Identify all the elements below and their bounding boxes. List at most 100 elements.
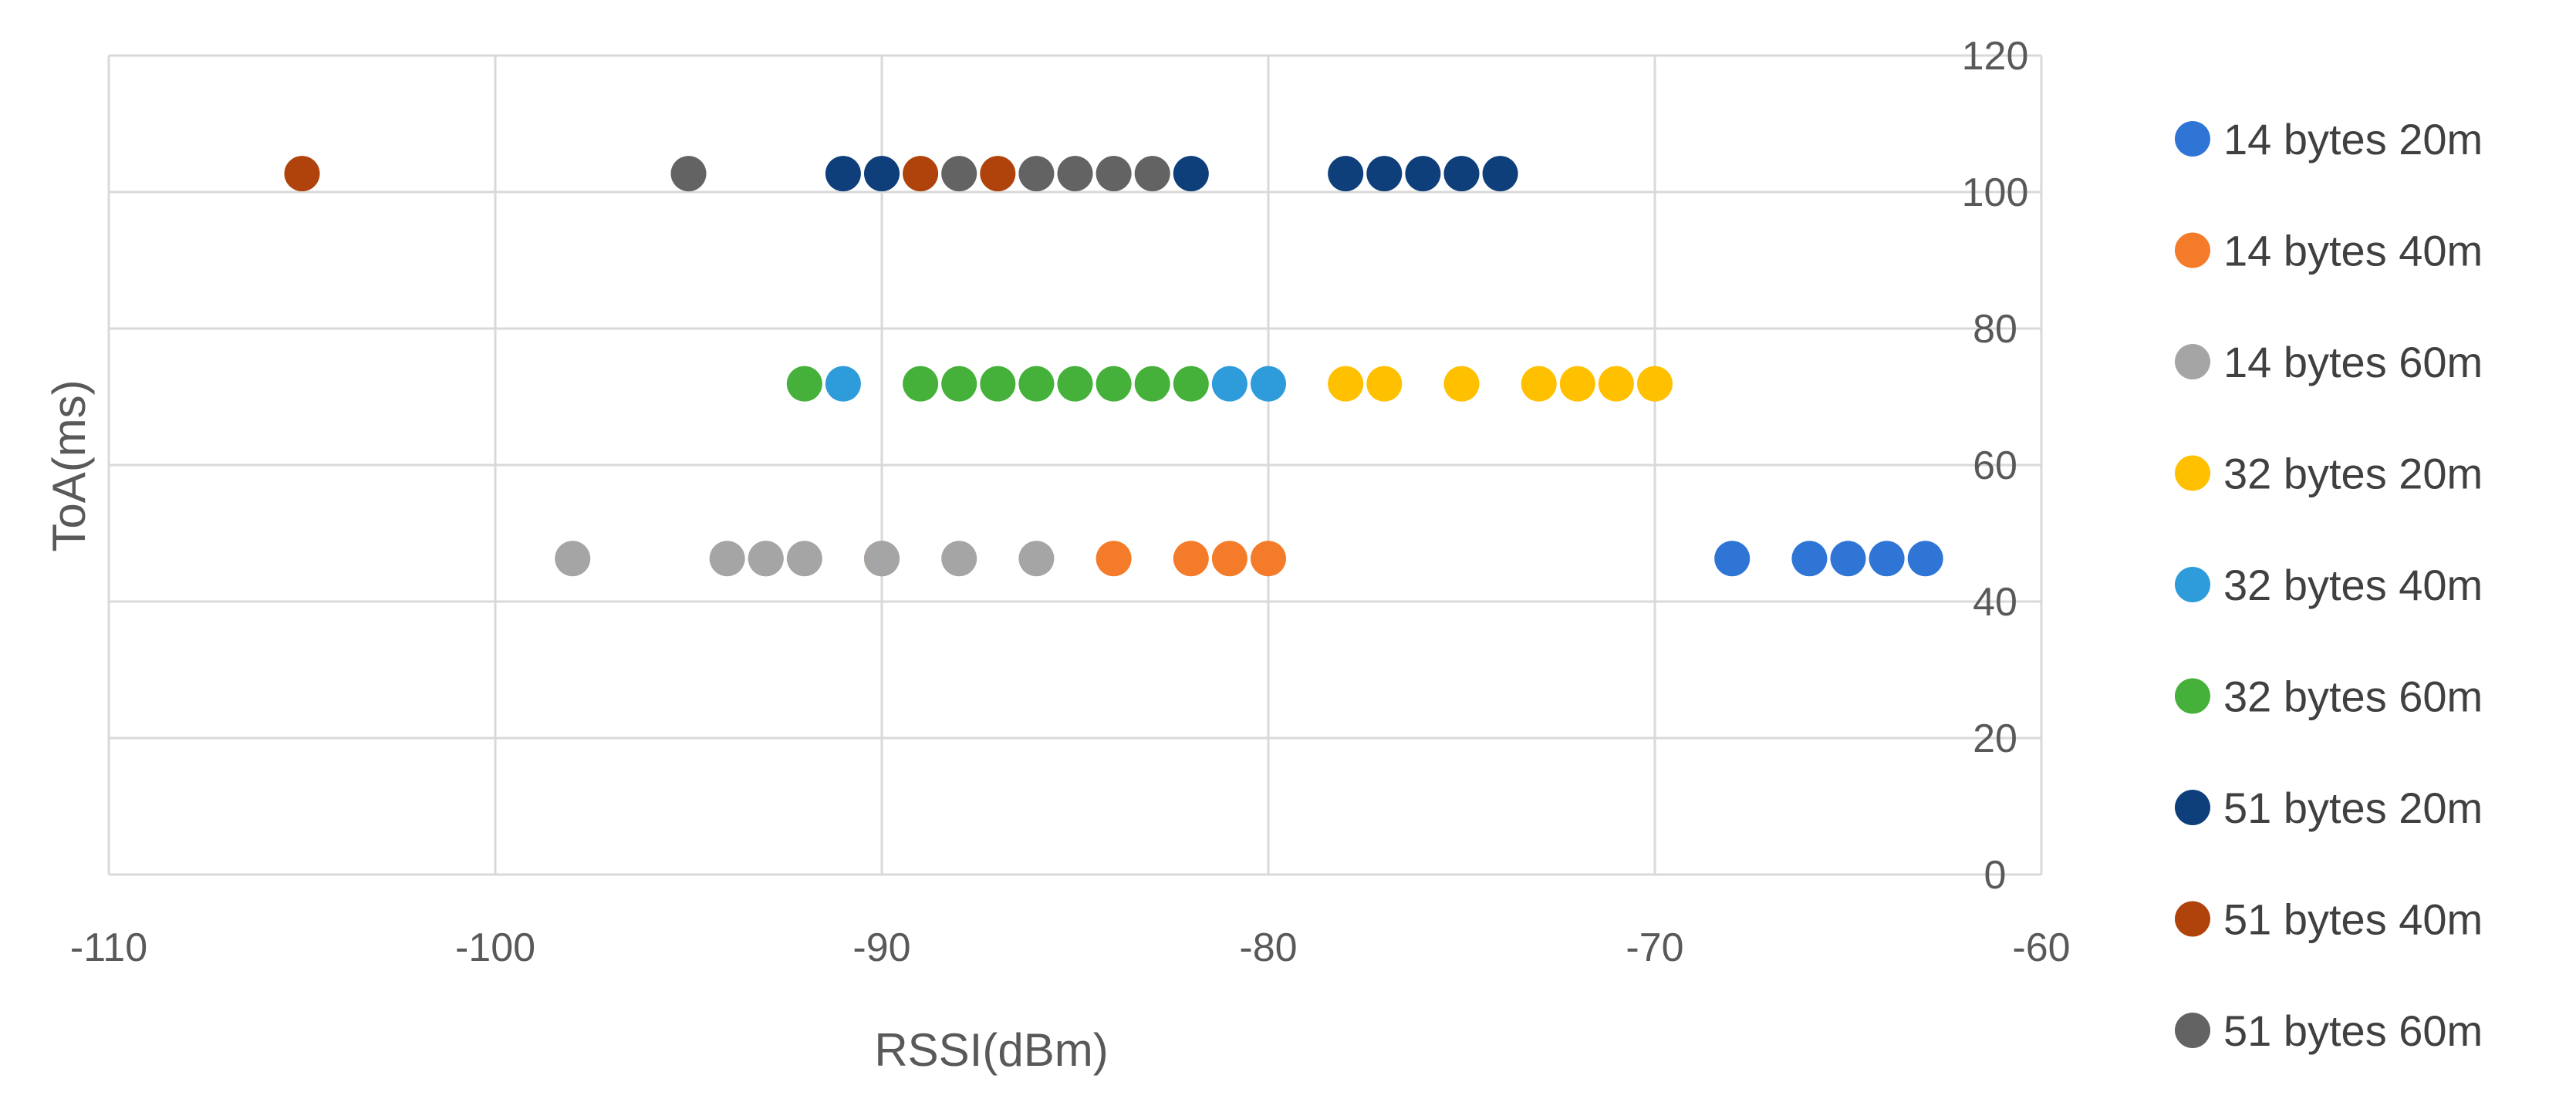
data-point	[941, 366, 977, 402]
data-point	[1637, 366, 1673, 402]
y-tick-label: 0	[1984, 853, 2007, 898]
legend-label: 51 bytes 40m	[2223, 895, 2483, 944]
series-6	[786, 366, 1209, 402]
legend-item: 51 bytes 60m	[2175, 1006, 2483, 1055]
data-point	[1211, 366, 1247, 402]
data-point	[1482, 156, 1518, 192]
legend-label: 51 bytes 60m	[2223, 1006, 2483, 1055]
legend-item: 14 bytes 20m	[2175, 115, 2483, 163]
data-point	[1521, 366, 1557, 402]
data-point	[1173, 156, 1209, 192]
data-point	[1559, 366, 1595, 402]
legend-item: 14 bytes 40m	[2175, 227, 2483, 275]
x-tick-label: -110	[70, 925, 147, 970]
data-point	[786, 366, 822, 402]
points-layer	[284, 156, 1943, 577]
x-tick-label: -80	[1239, 925, 1297, 970]
legend-label: 14 bytes 20m	[2223, 115, 2483, 163]
data-point	[1211, 541, 1247, 577]
data-point	[1018, 156, 1055, 192]
legend-marker	[2175, 344, 2210, 379]
legend-marker	[2175, 901, 2210, 937]
y-tick-label: 100	[1962, 170, 2029, 215]
legend-item: 32 bytes 60m	[2175, 672, 2483, 721]
data-point	[864, 541, 900, 577]
data-point	[670, 156, 707, 192]
legend-item: 14 bytes 60m	[2175, 338, 2483, 386]
data-point	[1405, 156, 1441, 192]
data-point	[980, 156, 1016, 192]
legend-marker	[2175, 232, 2210, 268]
data-point	[903, 156, 939, 192]
data-point	[825, 156, 861, 192]
data-point	[1366, 366, 1403, 402]
data-point	[1096, 541, 1132, 577]
data-point	[1057, 156, 1093, 192]
series-9	[670, 156, 1170, 192]
legend-item: 51 bytes 40m	[2175, 895, 2483, 944]
x-tick-label: -70	[1626, 925, 1683, 970]
legend-marker	[2175, 790, 2210, 825]
x-tick-label: -90	[852, 925, 910, 970]
data-point	[1791, 541, 1828, 577]
series-3	[555, 541, 1055, 577]
grid-layer	[107, 54, 2043, 876]
series-4	[1328, 366, 1673, 402]
data-point	[1443, 366, 1480, 402]
data-point	[284, 156, 320, 192]
data-point	[1328, 156, 1364, 192]
data-point	[1830, 541, 1866, 577]
axis-layer: -110 -100 -90 -80 -70 -600 20 40 60 80 100 120	[70, 34, 2071, 970]
legend-marker	[2175, 1013, 2210, 1048]
data-point	[1714, 541, 1751, 577]
legend-label: 14 bytes 60m	[2223, 338, 2483, 386]
data-point	[786, 541, 822, 577]
legend: 14 bytes 20m 14 bytes 40m 14 bytes 60m 32 b…	[2175, 115, 2483, 1055]
legend-label: 14 bytes 40m	[2223, 227, 2483, 275]
legend-item: 32 bytes 40m	[2175, 561, 2483, 609]
data-point	[941, 541, 977, 577]
legend-item: 51 bytes 20m	[2175, 784, 2483, 832]
y-tick-label: 40	[1973, 580, 2017, 625]
data-point	[1134, 366, 1170, 402]
x-tick-label: -100	[455, 925, 535, 970]
y-tick-label: 20	[1973, 716, 2017, 761]
series-2	[748, 541, 1286, 577]
data-point	[1134, 156, 1170, 192]
legend-label: 32 bytes 40m	[2223, 561, 2483, 609]
y-tick-label: 60	[1973, 443, 2017, 488]
legend-label: 32 bytes 20m	[2223, 450, 2483, 498]
data-point	[1018, 366, 1055, 402]
x-axis-title: RSSI(dBm)	[874, 1024, 1108, 1076]
data-point	[825, 366, 861, 402]
data-point	[555, 541, 591, 577]
series-5	[825, 366, 1286, 402]
data-point	[1251, 541, 1286, 577]
data-point	[1096, 156, 1132, 192]
legend-marker	[2175, 455, 2210, 491]
legend-marker	[2175, 121, 2210, 157]
data-point	[864, 156, 900, 192]
data-point	[709, 541, 745, 577]
data-point	[941, 156, 977, 192]
data-point	[1096, 366, 1132, 402]
data-point	[748, 541, 784, 577]
data-point	[1173, 541, 1209, 577]
x-tick-label: -60	[2012, 925, 2070, 970]
data-point	[1907, 541, 1943, 577]
data-point	[903, 366, 939, 402]
series-8	[284, 156, 1016, 192]
legend-marker	[2175, 678, 2210, 714]
legend-label: 32 bytes 60m	[2223, 672, 2483, 721]
data-point	[1869, 541, 1905, 577]
data-point	[1057, 366, 1093, 402]
data-point	[1598, 366, 1634, 402]
legend-label: 51 bytes 20m	[2223, 784, 2483, 832]
data-point	[1251, 366, 1286, 402]
legend-marker	[2175, 567, 2210, 602]
y-axis-title: ToA(ms)	[43, 379, 95, 551]
data-point	[1366, 156, 1403, 192]
series-7	[825, 156, 1518, 192]
